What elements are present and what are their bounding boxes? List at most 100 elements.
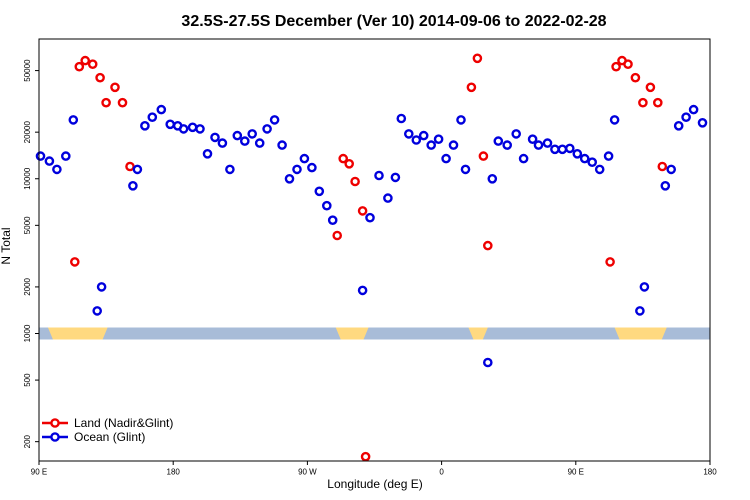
ocean-point: [284, 173, 295, 184]
ocean-point: [635, 306, 645, 316]
ocean-point: [202, 148, 213, 159]
ocean-point: [132, 164, 143, 175]
ocean-point: [579, 153, 590, 164]
ocean-point: [92, 306, 102, 316]
ocean-point: [527, 134, 538, 144]
ocean-point: [688, 104, 699, 115]
ocean-point: [594, 164, 605, 175]
plot-frame: [38, 38, 711, 462]
x-tick-label: 180: [167, 468, 181, 477]
ocean-point: [390, 172, 401, 183]
legend-entry: Ocean (Glint): [74, 430, 145, 444]
land-point: [110, 82, 120, 93]
ocean-point: [254, 138, 265, 148]
land-band-segment: [335, 327, 369, 340]
land-band-segment: [614, 327, 667, 340]
ocean-point: [247, 129, 257, 139]
ocean-point: [533, 140, 544, 150]
ocean-point: [314, 186, 325, 197]
ocean-point: [187, 122, 198, 133]
land-point: [611, 61, 621, 72]
land-point: [80, 55, 90, 66]
y-axis: 200 500 1000 2000 5000 10000 20000 50000: [23, 59, 39, 448]
land-point: [653, 97, 663, 108]
ocean-point: [493, 136, 504, 146]
ocean-point: [178, 124, 189, 134]
land-point: [482, 240, 493, 251]
ocean-point: [673, 121, 684, 131]
legend: Land (Nadir&Glint)Ocean (Glint): [42, 416, 173, 444]
ocean-point: [269, 115, 280, 125]
ocean-point: [639, 282, 650, 292]
ocean-point: [518, 153, 529, 164]
land-point: [332, 230, 343, 241]
ocean-point: [550, 144, 560, 155]
ocean-point: [195, 124, 205, 134]
land-point: [630, 72, 641, 83]
ocean-point: [418, 130, 429, 141]
ocean-point: [460, 164, 471, 175]
land-band-segment: [468, 327, 488, 340]
ocean-point: [374, 170, 384, 181]
land-band-segment: [47, 327, 108, 340]
x-axis: 90 E 180 90 W 0 90 E 180: [31, 461, 717, 477]
ocean-band: [39, 327, 710, 340]
y-tick-label: 500: [23, 373, 32, 387]
ocean-point: [68, 115, 79, 125]
ocean-point: [52, 164, 62, 175]
land-point: [645, 82, 656, 93]
land-point: [101, 97, 111, 108]
ocean-point: [35, 151, 46, 161]
ocean-point: [210, 132, 220, 143]
ocean-point: [456, 115, 466, 125]
x-tick-label: 90 E: [31, 468, 47, 477]
x-tick-label: 90 E: [568, 468, 584, 477]
legend-entry: Land (Nadir&Glint): [74, 416, 173, 430]
ocean-point: [225, 164, 235, 175]
ocean-point: [277, 140, 287, 150]
land-point: [360, 451, 371, 462]
ocean-point: [232, 130, 243, 141]
y-tick-label: 200: [23, 434, 32, 448]
ocean-point: [697, 118, 708, 128]
ocean-point: [502, 140, 513, 150]
ocean-point: [217, 138, 228, 148]
ocean-point: [239, 136, 250, 146]
ocean-point: [128, 180, 138, 191]
ocean-point: [140, 121, 150, 131]
ocean-point: [61, 151, 71, 161]
land-point: [117, 97, 128, 108]
land-point: [125, 161, 135, 172]
ocean-point: [587, 157, 598, 167]
y-tick-label: 20000: [23, 121, 32, 144]
ocean-point: [299, 153, 310, 164]
land-point: [70, 257, 80, 267]
ocean-point: [681, 112, 691, 122]
ocean-point: [165, 119, 175, 130]
land-point: [350, 176, 360, 187]
ocean-point: [482, 357, 493, 368]
ocean-point: [433, 134, 444, 144]
x-tick-label: 90 W: [298, 468, 317, 477]
ocean-point: [396, 113, 407, 124]
land-point: [74, 61, 85, 72]
ocean-point: [403, 129, 414, 139]
ocean-point: [660, 180, 671, 191]
ocean-point: [292, 164, 302, 175]
land-point: [623, 59, 633, 69]
y-tick-label: 2000: [23, 277, 32, 295]
ocean-point: [666, 164, 677, 175]
ocean-point: [357, 285, 368, 296]
y-tick-label: 5000: [23, 216, 32, 234]
y-axis-label: N Total: [0, 227, 13, 264]
ocean-point: [426, 140, 437, 150]
y-tick-label: 10000: [23, 167, 32, 190]
x-tick-label: 180: [703, 468, 717, 477]
legend-marker: [50, 418, 60, 428]
land-point: [472, 53, 483, 64]
landmask-band: [39, 327, 710, 340]
data-points: [35, 53, 708, 462]
ocean-point: [557, 144, 568, 155]
land-point: [466, 82, 477, 93]
ocean-point: [147, 112, 158, 122]
